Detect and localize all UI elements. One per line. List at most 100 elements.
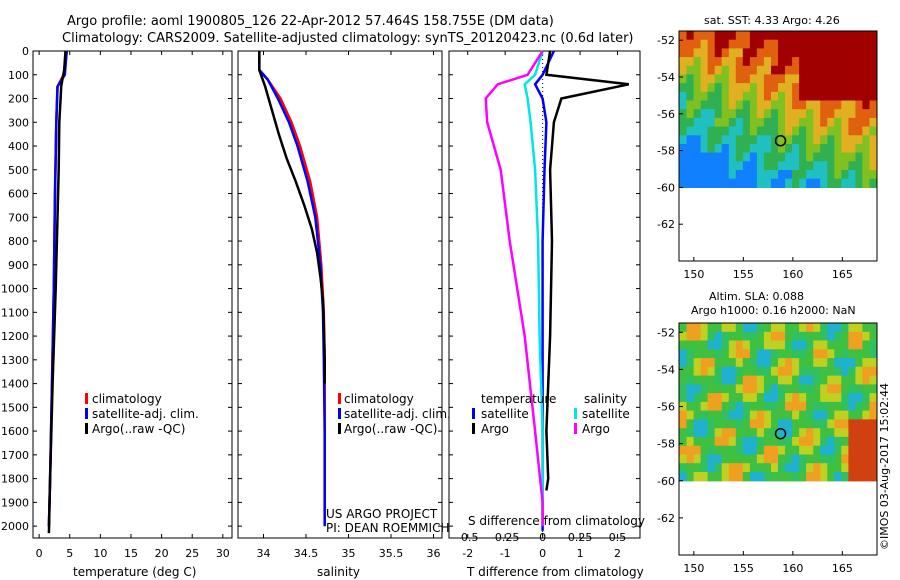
map-cell: [799, 401, 807, 412]
sla-map-title-line-1: Altim. SLA: 0.088: [709, 290, 804, 303]
y-tick-label: 1400: [1, 378, 29, 391]
map-cell: [749, 57, 758, 67]
map-cell: [735, 170, 744, 180]
map-cell: [756, 126, 765, 136]
map-cell: [806, 91, 814, 102]
map-x-tick-label: 150: [683, 268, 704, 281]
map-cell: [679, 109, 688, 119]
map-cell: [785, 178, 793, 188]
map-cell: [771, 410, 779, 420]
map-cell: [728, 384, 737, 394]
map-cell: [827, 144, 835, 154]
map-cell: [771, 152, 779, 162]
map-cell: [728, 463, 737, 473]
map-cell: [686, 126, 695, 136]
map-cell: [742, 100, 751, 110]
map-cell: [827, 170, 835, 180]
title-line-2: Climatology: CARS2009. Satellite-adjuste…: [62, 31, 634, 46]
map-cell: [693, 454, 702, 464]
map-cell: [686, 384, 695, 394]
map-cell: [862, 401, 870, 412]
map-cell: [763, 401, 772, 412]
map-cell: [707, 454, 716, 464]
map-cell: [778, 170, 786, 180]
map-cell: [693, 65, 702, 76]
map-cell: [742, 74, 751, 84]
map-cell: [806, 178, 814, 188]
map-cell: [756, 454, 765, 464]
map-cell: [820, 419, 828, 429]
map-cell: [820, 91, 828, 102]
map-cell: [714, 366, 723, 377]
map-cell: [742, 436, 751, 447]
map-cell: [799, 74, 807, 84]
map-cell: [848, 83, 856, 93]
map-cell: [848, 428, 856, 438]
map-cell: [869, 472, 878, 482]
map-cell: [756, 178, 765, 188]
map-cell: [834, 401, 842, 412]
map-cell: [785, 358, 793, 368]
map-cell: [862, 91, 870, 102]
map-cell: [799, 83, 807, 93]
map-cell: [834, 152, 842, 162]
map-cell: [700, 144, 709, 154]
map-cell: [855, 393, 863, 403]
map-cell: [742, 393, 751, 403]
map-x-tick-label: 165: [832, 268, 853, 281]
map-cell: [707, 358, 716, 368]
map-cell: [827, 428, 835, 438]
map-cell: [686, 401, 695, 412]
map-cell: [707, 366, 716, 377]
map-cell: [778, 401, 786, 412]
map-cell: [735, 358, 744, 368]
map-cell: [820, 57, 828, 67]
map-cell: [714, 161, 723, 171]
map-cell: [721, 445, 730, 456]
map-cell: [834, 144, 842, 154]
map-cell: [721, 91, 730, 102]
map-cell: [827, 91, 835, 102]
map-cell: [771, 57, 779, 67]
map-cell: [700, 126, 709, 136]
map-cell: [841, 91, 849, 102]
map-cell: [742, 340, 751, 350]
sla-map: -52 -54 -56 -58 -60 -62 150 155 160 165: [657, 322, 878, 575]
map-cell: [700, 152, 709, 162]
map-cell: [679, 117, 688, 128]
map-cell: [749, 419, 758, 429]
map-cell: [813, 39, 821, 49]
map-cell: [735, 331, 744, 342]
map-cell: [714, 117, 723, 128]
map-cell: [735, 126, 744, 136]
map-y-tick-label: -54: [657, 363, 675, 376]
map-cell: [679, 170, 688, 180]
map-cell: [714, 375, 723, 385]
map-cell: [735, 48, 744, 58]
map-cell: [778, 91, 786, 102]
map-cell: [700, 161, 709, 171]
map-cell: [721, 39, 730, 49]
map-cell: [721, 48, 730, 58]
map-cell: [728, 375, 737, 385]
map-cell: [721, 384, 730, 394]
map-y-tick-label: -60: [657, 181, 675, 194]
map-cell: [707, 178, 716, 188]
map-cell: [728, 401, 737, 412]
map-cell: [700, 57, 709, 67]
map-cell: [813, 48, 821, 58]
map-cell: [869, 31, 878, 41]
map-cell: [841, 472, 849, 482]
map-cell: [841, 170, 849, 180]
map-cell: [679, 31, 688, 41]
map-cell: [756, 74, 765, 84]
s-tick-label: 0.25: [568, 531, 593, 544]
map-cell: [799, 91, 807, 102]
map-cell: [707, 144, 716, 154]
map-cell: [771, 323, 779, 333]
map-cell: [686, 57, 695, 67]
map-cell: [763, 152, 772, 162]
map-cell: [862, 170, 870, 180]
y-tick-label: 1000: [1, 283, 29, 296]
map-cell: [785, 375, 793, 385]
